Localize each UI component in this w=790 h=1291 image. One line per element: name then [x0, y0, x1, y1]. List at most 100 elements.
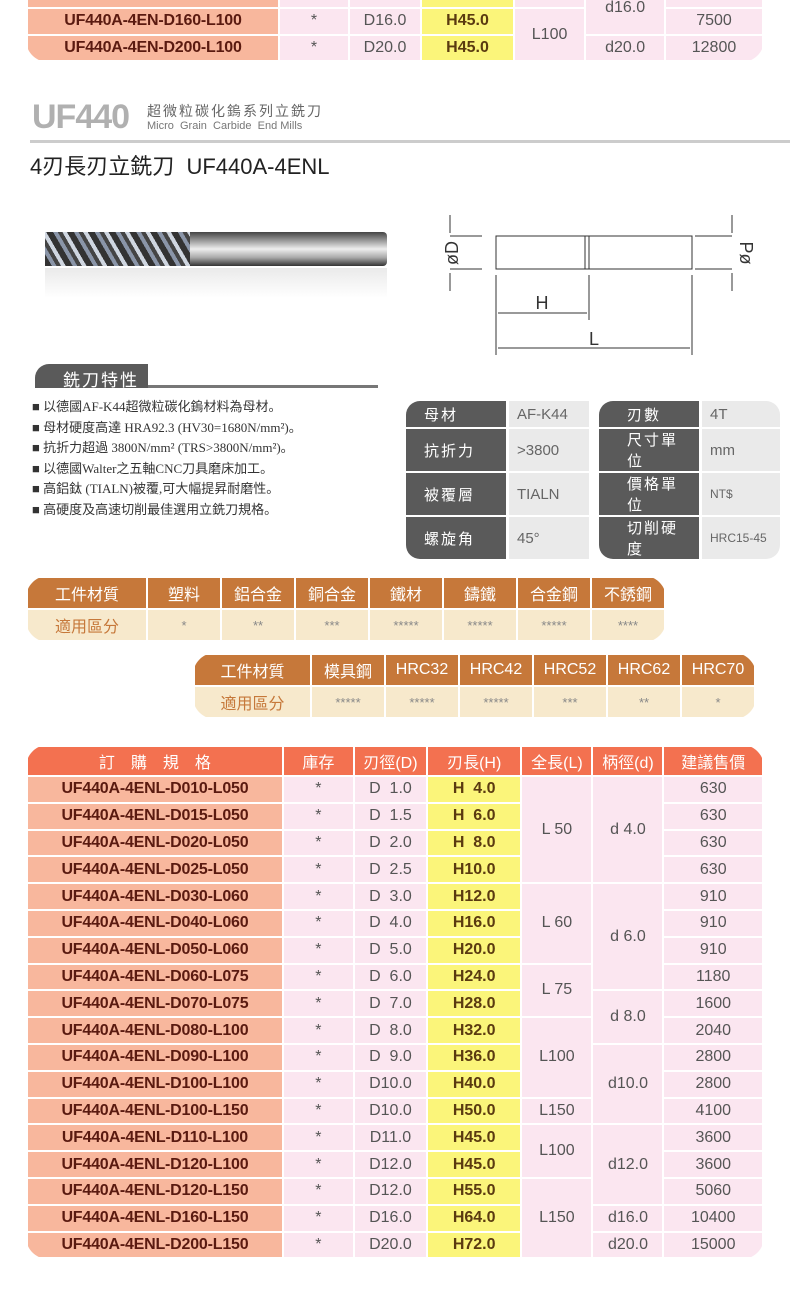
cutting-diameter: D20.0: [350, 35, 420, 61]
material-name: 銅合金: [296, 578, 368, 608]
material-name: 鋁合金: [222, 578, 294, 608]
cutting-length: H45.0: [427, 1152, 521, 1177]
feature-item: ■ 高硬度及高速切削最佳選用立銑刀規格。: [32, 500, 302, 521]
column-header: 建議售價: [664, 747, 762, 775]
material-rating: ***: [296, 610, 368, 640]
table-row: UF440A-4ENL-D040-L060 * D 4.0 H16.0 910: [28, 910, 762, 936]
price: 2800: [664, 1044, 762, 1070]
table-row: UF440A-4ENL-D200-L150 * D20.0 H72.0 d20.0 150…: [28, 1232, 762, 1258]
dimension-diagram: øD Pø H L: [442, 215, 756, 355]
material-rating: *****: [386, 687, 458, 717]
cutting-length: H64.0: [427, 1205, 521, 1231]
order-spec: UF440A-4ENL-D010-L050: [28, 777, 282, 802]
material-rating: *****: [312, 687, 384, 717]
bullet-icon: ■: [32, 481, 44, 496]
shank-diameter: d16.0: [586, 0, 664, 34]
cutting-diameter: D 5.0: [354, 937, 426, 963]
order-spec: UF440A-4ENL-D110-L100: [28, 1125, 282, 1151]
stock: [280, 0, 348, 7]
stock: *: [283, 1152, 353, 1177]
cutting-diameter: D 3.0: [354, 884, 426, 909]
cutting-length: H50.0: [427, 1098, 521, 1124]
spec-value: HRC15-45: [702, 517, 780, 559]
cutting-length: H16.0: [427, 910, 521, 936]
price: 630: [664, 803, 762, 829]
price: 2800: [664, 1071, 762, 1097]
cutting-length: H10.0: [427, 857, 521, 883]
stock: *: [283, 803, 353, 829]
price: 5060: [664, 1178, 762, 1204]
cutting-diameter: D16.0: [350, 8, 420, 34]
overall-length: L150: [522, 1098, 592, 1124]
feature-text: 以德國AF-K44超微粒碳化鎢材料為母材。: [43, 399, 282, 414]
feature-item: ■ 以德國Walter之五軸CNC刀具磨床加工。: [32, 459, 302, 480]
price: 12800: [666, 35, 762, 61]
price: 910: [664, 910, 762, 936]
shank-diameter: d 6.0: [593, 884, 663, 990]
cutting-diameter: D 4.0: [354, 910, 426, 936]
material-name: HRC42: [460, 655, 532, 685]
stock: *: [283, 884, 353, 909]
price: 4100: [664, 1098, 762, 1124]
stock: *: [283, 830, 353, 856]
material-rating: **: [608, 687, 680, 717]
material-rating-row: 適用區分 ***** ***** ***** *** ** *: [195, 687, 754, 717]
spec-label: 切削硬度: [599, 517, 699, 559]
cutting-diameter: D 9.0: [354, 1044, 426, 1070]
spec-value: AF-K44: [509, 401, 589, 427]
stock: *: [280, 35, 348, 61]
shank-diameter: d20.0: [593, 1232, 663, 1258]
material-rating: *****: [518, 610, 590, 640]
feature-item: ■ 高鋁鈦 (TIALN)被覆,可大幅提昇耐磨性。: [32, 479, 302, 500]
spec-label: 螺旋角: [406, 517, 506, 559]
material-header-row: 工件材質 模具鋼 HRC32 HRC42 HRC52 HRC62 HRC70: [195, 655, 754, 685]
stock: *: [283, 991, 353, 1017]
price: 15000: [664, 1232, 762, 1258]
cutting-diameter: D 7.0: [354, 991, 426, 1017]
order-spec: UF440A-4EN-D160-L100: [28, 8, 278, 34]
bullet-icon: ■: [32, 440, 44, 455]
series-name-en: Micro Grain Carbide End Mills: [147, 120, 303, 132]
spec-value: 45°: [509, 517, 589, 559]
table-row: UF440A-4ENL-D120-L150 * D12.0 H55.0 L150 5060: [28, 1178, 762, 1258]
feature-text: 以德國Walter之五軸CNC刀具磨床加工。: [43, 460, 274, 476]
shank-diameter: d12.0: [593, 1125, 663, 1204]
shank-diameter: d16.0: [593, 1205, 663, 1231]
order-header-row: 訂 購 規 格庫存 刃徑(D) 刃長(H) 全長(L) 柄徑(d) 建議售價: [28, 747, 762, 775]
overall-length: L150: [522, 1178, 592, 1258]
spec-label: 母材: [406, 401, 506, 427]
spec-row: 抗折力 >3800 尺寸單位 mm: [406, 429, 780, 471]
spec-value: TIALN: [509, 473, 589, 515]
series-name-zh: 超微粒碳化鎢系列立銑刀: [147, 105, 323, 120]
material-name: 鑄鐵: [444, 578, 516, 608]
material-header-label: 工件材質: [195, 655, 310, 685]
order-spec: UF440A-4ENL-D030-L060: [28, 884, 282, 909]
cutting-diameter: D16.0: [354, 1205, 426, 1231]
spacer: [592, 401, 596, 427]
stock: *: [283, 1125, 353, 1151]
price: 10400: [664, 1205, 762, 1231]
material-rating: ****: [592, 610, 664, 640]
spec-value: NT$: [702, 473, 780, 515]
material-rating: *****: [444, 610, 516, 640]
price: 7500: [666, 8, 762, 34]
overall-length: L100: [522, 1018, 592, 1097]
material-header-label: 工件材質: [28, 578, 146, 608]
cutting-length: H55.0: [427, 1178, 521, 1204]
spacer: [592, 473, 596, 515]
table-row: UF440A-4ENL-D110-L100 * D11.0 H45.0 L100 d12.…: [28, 1125, 762, 1204]
table-row: UF440A-4ENL-D050-L060 * D 5.0 H20.0 910: [28, 937, 762, 963]
spacer: [592, 429, 596, 471]
cutting-diameter: D 6.0: [354, 964, 426, 990]
price: 630: [664, 857, 762, 883]
cutting-length: H45.0: [422, 8, 513, 34]
cutting-diameter: D 8.0: [354, 1018, 426, 1043]
stock: *: [283, 1205, 353, 1231]
feature-text: 高硬度及高速切削最佳選用立銑刀規格。: [43, 501, 278, 517]
material-name: 塑料: [148, 578, 220, 608]
table-row: UF440A-4EN-D160-L100 * D16.0 H45.0 L100 7500: [28, 8, 762, 61]
cutting-diameter: D12.0: [354, 1178, 426, 1204]
order-spec: UF440A-4ENL-D020-L050: [28, 830, 282, 856]
cutting-diameter: [350, 0, 420, 7]
order-spec: UF440A-4ENL-D100-L150: [28, 1098, 282, 1124]
